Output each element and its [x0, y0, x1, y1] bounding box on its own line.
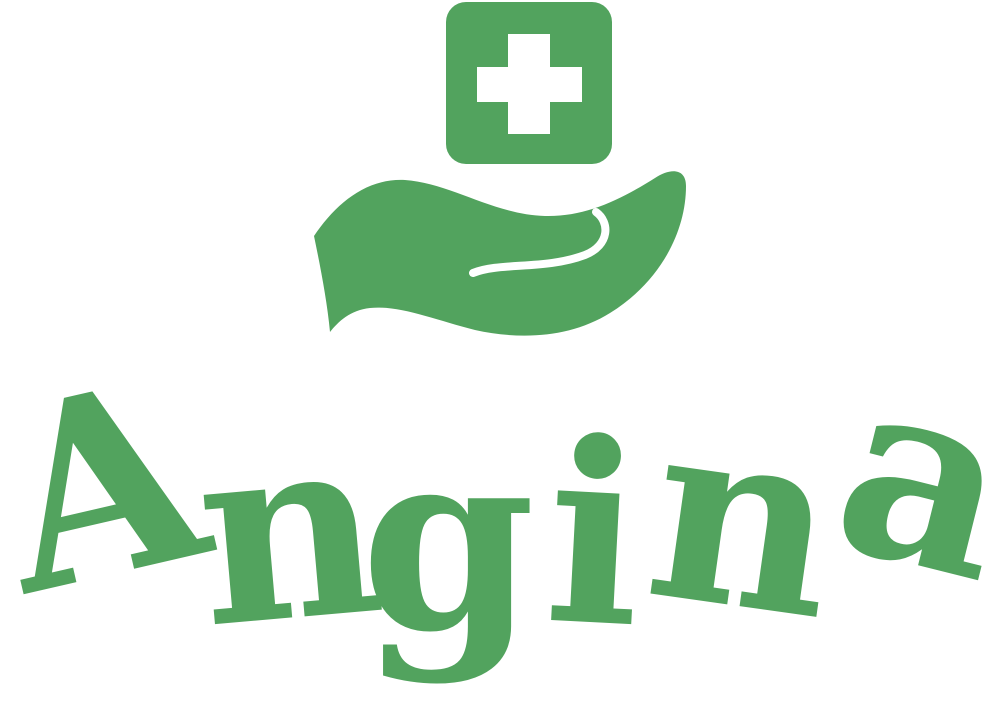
wordmark-angina: A n g i n a	[0, 314, 1000, 687]
open-palm-hand-icon	[314, 171, 686, 336]
medical-cross-icon	[446, 2, 612, 164]
wordmark-letter-i: i	[539, 385, 649, 684]
wordmark-letter-n1: n	[186, 375, 393, 684]
plus-cross-icon	[477, 34, 582, 134]
wordmark-letter-n2: n	[634, 360, 855, 676]
wordmark-letter-g: g	[361, 393, 536, 687]
